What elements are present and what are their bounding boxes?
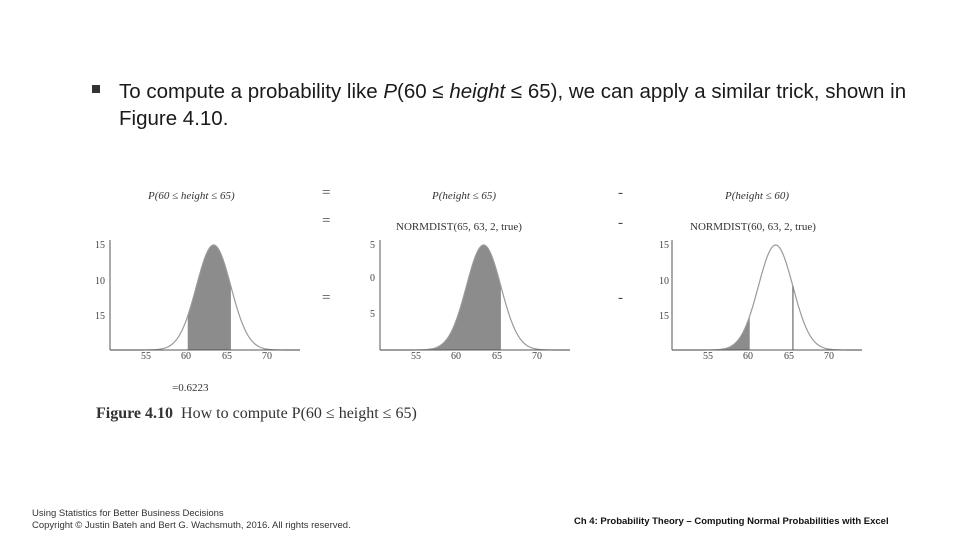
minus-sign: - <box>618 185 623 201</box>
y-tick: 0 <box>370 273 375 284</box>
bell-curve <box>672 244 862 351</box>
figure-caption: Figure 4.10 How to compute P(60 ≤ height… <box>96 405 417 423</box>
y-tick: 15 <box>659 240 669 251</box>
bullet-text-p: P <box>383 80 398 103</box>
y-tick: 10 <box>95 276 105 287</box>
minus-sign: - <box>618 215 623 231</box>
bullet-text-part: To compute a probability like <box>119 80 384 103</box>
footer-book-title: Using Statistics for Better Business Dec… <box>32 508 224 519</box>
normal-curve-panel-1 <box>109 240 300 351</box>
figure-right-formula: NORMDIST(60, 63, 2, true) <box>690 221 816 233</box>
bullet-text-height: height <box>443 80 511 103</box>
x-tick: 65 <box>784 351 794 362</box>
figure-right-label: P(height ≤ 60) <box>725 190 790 202</box>
footer-chapter: Ch 4: Probability Theory – Computing Nor… <box>574 516 889 527</box>
x-tick: 55 <box>411 351 421 362</box>
x-tick: 70 <box>262 351 272 362</box>
footer-left: Using Statistics for Better Business Dec… <box>32 508 351 532</box>
x-tick: 55 <box>141 351 151 362</box>
equals-sign: = <box>322 290 331 306</box>
equals-sign: = <box>322 185 331 201</box>
shaded-region <box>187 245 231 350</box>
bullet-text: To compute a probability like P(60 ≤ hei… <box>119 78 919 132</box>
caption-text: How to compute P(60 ≤ height ≤ 65) <box>181 405 417 422</box>
x-tick: 70 <box>824 351 834 362</box>
x-tick: 60 <box>743 351 753 362</box>
x-tick: 65 <box>492 351 502 362</box>
minus-sign: - <box>618 290 623 306</box>
y-tick: 10 <box>659 276 669 287</box>
result-value: =0.6223 <box>172 382 209 394</box>
normal-curve-panel-2 <box>379 240 570 351</box>
le-symbol: ≤ <box>510 80 523 103</box>
x-tick: 60 <box>181 351 191 362</box>
figure-mid-label: P(height ≤ 65) <box>432 190 497 202</box>
x-tick: 60 <box>451 351 461 362</box>
y-tick: 15 <box>659 311 669 322</box>
bullet-text-part: 65), we can apply a similar trick, shown… <box>119 80 907 130</box>
y-tick: 5 <box>370 240 375 251</box>
caption-label: Figure 4.10 <box>96 405 174 422</box>
y-tick: 15 <box>95 311 105 322</box>
shaded-region <box>680 315 750 350</box>
normal-curve-panel-3 <box>671 240 862 351</box>
footer-copyright: Copyright © Justin Bateh and Bert G. Wac… <box>32 520 351 531</box>
y-tick: 5 <box>370 309 375 320</box>
x-tick: 65 <box>222 351 232 362</box>
le-symbol: ≤ <box>432 80 444 103</box>
shaded-region <box>388 245 501 350</box>
figure-mid-formula: NORMDIST(65, 63, 2, true) <box>396 221 522 233</box>
x-tick: 70 <box>532 351 542 362</box>
equals-sign: = <box>322 213 331 229</box>
figure-left-label: P(60 ≤ height ≤ 65) <box>148 190 235 202</box>
bullet-square-icon <box>92 85 100 93</box>
y-tick: 15 <box>95 240 105 251</box>
bullet-text-part: (60 <box>397 80 433 103</box>
x-tick: 55 <box>703 351 713 362</box>
